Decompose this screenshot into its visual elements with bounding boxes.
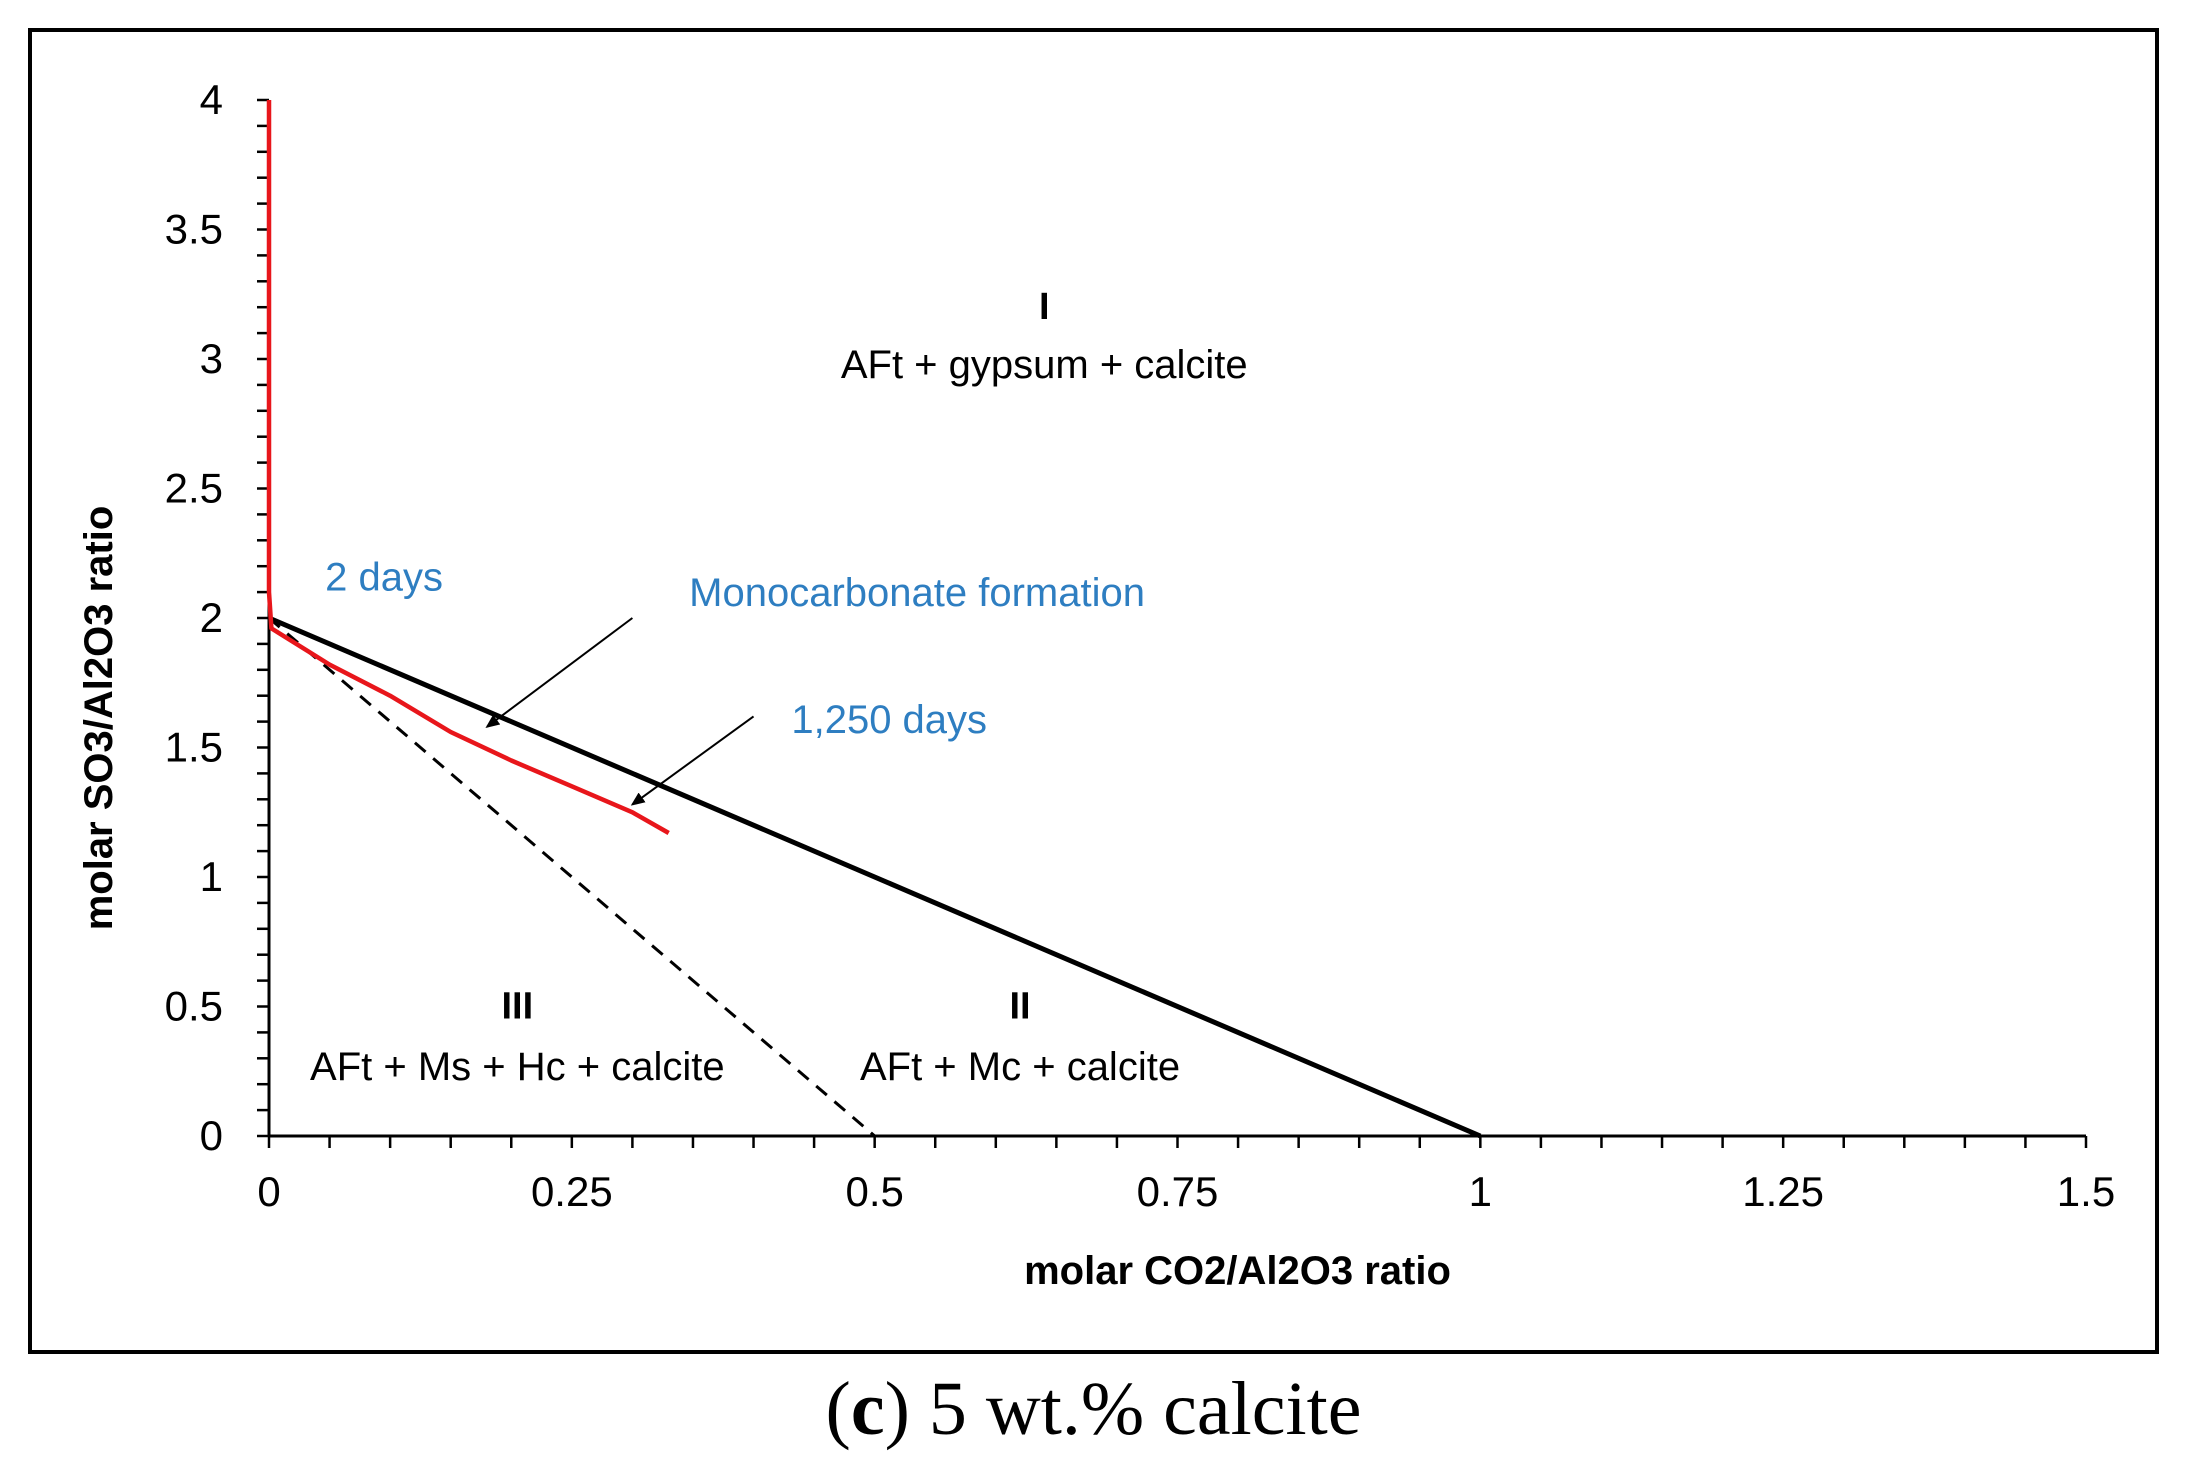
figure-caption: (c) 5 wt.% calcite [825,1367,1362,1451]
y-tick-label: 3 [200,335,223,382]
x-tick-label: 1.5 [2057,1168,2115,1215]
y-tick-label: 2.5 [165,465,223,512]
annotation-label: Monocarbonate formation [689,571,1145,615]
region-III-label: III [501,986,533,1028]
region-II-label: II [1009,986,1030,1028]
y-tick-label: 0 [200,1112,223,1159]
y-tick-label: 0.5 [165,983,223,1030]
y-tick-label: 3.5 [165,206,223,253]
x-axis-title: molar CO2/Al2O3 ratio [1024,1249,1451,1293]
x-tick-label: 0.25 [531,1168,613,1215]
figure-frame [28,28,2159,1354]
x-tick-label: 0.75 [1137,1168,1219,1215]
series-line-red [266,100,670,835]
x-tick-label: 1.25 [1742,1168,1824,1215]
caption-letter: c [850,1367,885,1451]
annotation-arrow [630,715,755,806]
series-line-solid [268,615,1482,1139]
annotation-label: 1,250 days [791,698,987,742]
region-II-phases: AFt + Mc + calcite [860,1045,1180,1089]
x-tick-label: 0.5 [845,1168,903,1215]
y-axis-title: molar SO3/Al2O3 ratio [77,506,121,931]
region-III-phases: AFt + Ms + Hc + calcite [310,1045,725,1089]
series-line-dashed [268,616,876,1138]
x-tick-label: 1 [1469,1168,1492,1215]
y-tick-label: 2 [200,594,223,641]
y-tick-label: 4 [200,76,223,123]
annotation-label: 2 days [325,556,443,600]
y-tick-label: 1 [200,853,223,900]
x-tick-label: 0 [257,1168,280,1215]
region-I-phases: AFt + gypsum + calcite [841,343,1248,387]
caption-text: 5 wt.% calcite [928,1367,1362,1451]
y-tick-label: 1.5 [165,724,223,771]
annotation-arrow [485,617,633,728]
region-I-label: I [1039,286,1050,328]
